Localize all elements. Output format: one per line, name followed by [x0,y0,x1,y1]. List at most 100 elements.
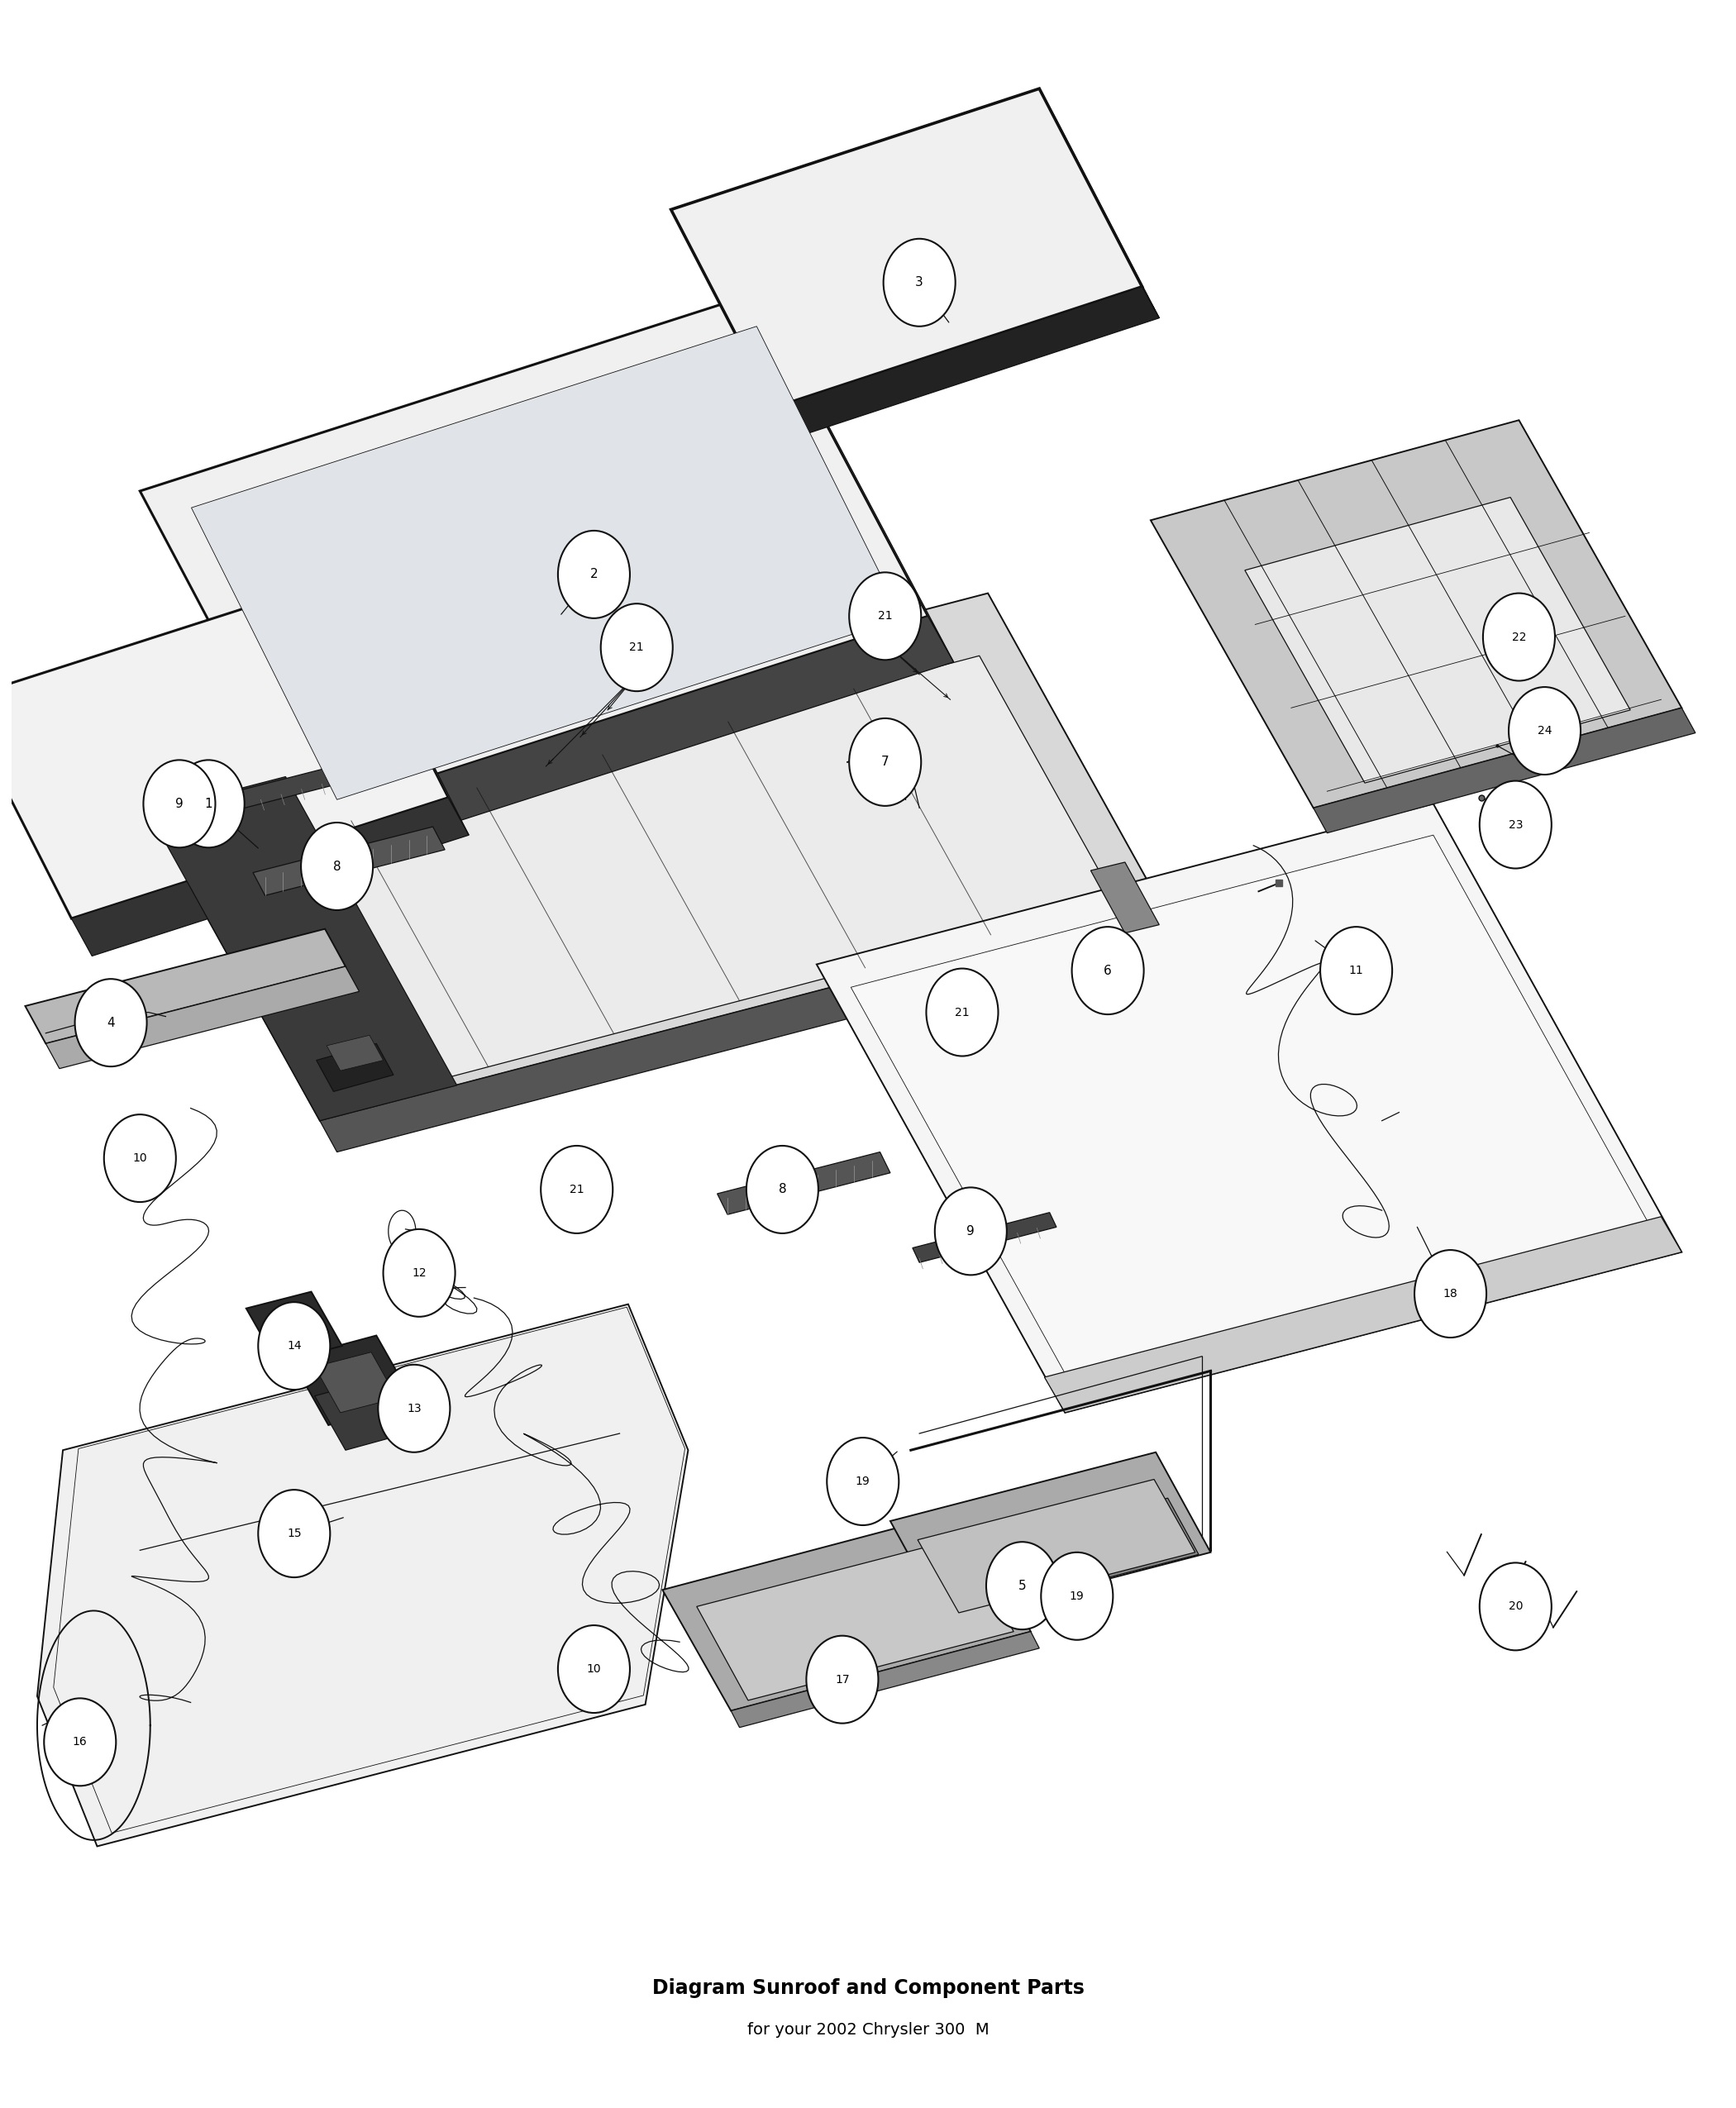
Polygon shape [316,1043,394,1092]
Circle shape [1479,1562,1552,1651]
Polygon shape [141,293,929,814]
Text: 21: 21 [569,1185,583,1195]
Polygon shape [774,287,1160,438]
Polygon shape [1040,89,1160,318]
Polygon shape [253,826,444,896]
Polygon shape [1151,419,1682,807]
Circle shape [1479,780,1552,868]
Polygon shape [757,293,953,662]
Circle shape [43,1699,116,1785]
Circle shape [75,978,148,1067]
Text: 19: 19 [856,1476,870,1488]
Text: 4: 4 [108,1016,115,1029]
Polygon shape [696,1537,1014,1701]
Text: 21: 21 [955,1006,969,1018]
Circle shape [884,238,955,327]
Circle shape [986,1541,1059,1629]
Polygon shape [314,1351,398,1412]
Polygon shape [71,797,469,957]
Polygon shape [717,1151,891,1214]
Text: 1: 1 [205,797,212,809]
Polygon shape [26,930,345,1043]
Polygon shape [1245,497,1630,782]
Circle shape [806,1636,878,1724]
Circle shape [849,719,922,805]
Circle shape [849,573,922,660]
Polygon shape [851,835,1665,1404]
Polygon shape [326,1035,384,1071]
Circle shape [934,1187,1007,1275]
Text: 17: 17 [835,1674,849,1684]
Polygon shape [290,1336,415,1425]
Circle shape [259,1303,330,1389]
Polygon shape [1090,862,1160,934]
Polygon shape [663,1511,1031,1712]
Text: 9: 9 [175,797,184,809]
Polygon shape [731,1632,1040,1726]
Circle shape [927,968,998,1056]
Text: 2: 2 [590,569,597,580]
Text: 23: 23 [1509,818,1522,831]
Polygon shape [1314,708,1696,833]
Circle shape [259,1490,330,1577]
Circle shape [1483,592,1555,681]
Circle shape [300,822,373,911]
Circle shape [378,1364,450,1452]
Text: 18: 18 [1443,1288,1458,1299]
Text: 7: 7 [882,757,889,767]
Text: 12: 12 [411,1267,427,1280]
Polygon shape [1045,1216,1682,1412]
Polygon shape [170,767,342,824]
Circle shape [1071,928,1144,1014]
Polygon shape [913,1212,1057,1263]
Circle shape [826,1438,899,1526]
Polygon shape [45,965,359,1069]
Circle shape [1321,928,1392,1014]
Text: 16: 16 [73,1737,87,1748]
Text: 22: 22 [1512,630,1526,643]
Text: 6: 6 [1104,963,1111,976]
Circle shape [172,761,245,847]
Circle shape [542,1147,613,1233]
Circle shape [384,1229,455,1318]
Text: 21: 21 [878,611,892,622]
Circle shape [557,531,630,618]
Polygon shape [672,89,1142,407]
Polygon shape [247,1292,342,1362]
Polygon shape [918,1480,1194,1613]
Text: for your 2002 Chrysler 300  M: for your 2002 Chrysler 300 M [746,2022,990,2038]
Text: 13: 13 [406,1402,422,1414]
Polygon shape [319,902,1177,1151]
Polygon shape [36,1305,687,1847]
Circle shape [1509,687,1580,774]
Text: 21: 21 [630,641,644,653]
Polygon shape [311,616,953,860]
Circle shape [104,1115,175,1202]
Text: 14: 14 [286,1341,302,1351]
Polygon shape [816,803,1682,1412]
Polygon shape [149,592,1160,1121]
Circle shape [601,603,674,691]
Polygon shape [988,1499,1198,1600]
Circle shape [144,761,215,847]
Text: 15: 15 [286,1528,302,1539]
Text: 8: 8 [778,1183,786,1195]
Polygon shape [891,1452,1210,1621]
Text: 19: 19 [1069,1589,1085,1602]
Text: 11: 11 [1349,965,1363,976]
Text: 10: 10 [587,1663,601,1676]
Text: 3: 3 [915,276,924,289]
Circle shape [746,1147,818,1233]
Polygon shape [314,1377,415,1450]
Text: 24: 24 [1538,725,1552,736]
Text: Diagram Sunroof and Component Parts: Diagram Sunroof and Component Parts [653,1977,1083,1998]
Text: 5: 5 [1019,1579,1026,1592]
Circle shape [557,1625,630,1714]
Polygon shape [0,578,448,919]
Text: 20: 20 [1509,1600,1522,1613]
Text: 10: 10 [132,1153,148,1164]
Polygon shape [149,776,457,1121]
Circle shape [1042,1551,1113,1640]
Text: 8: 8 [333,860,340,873]
Polygon shape [191,327,903,799]
